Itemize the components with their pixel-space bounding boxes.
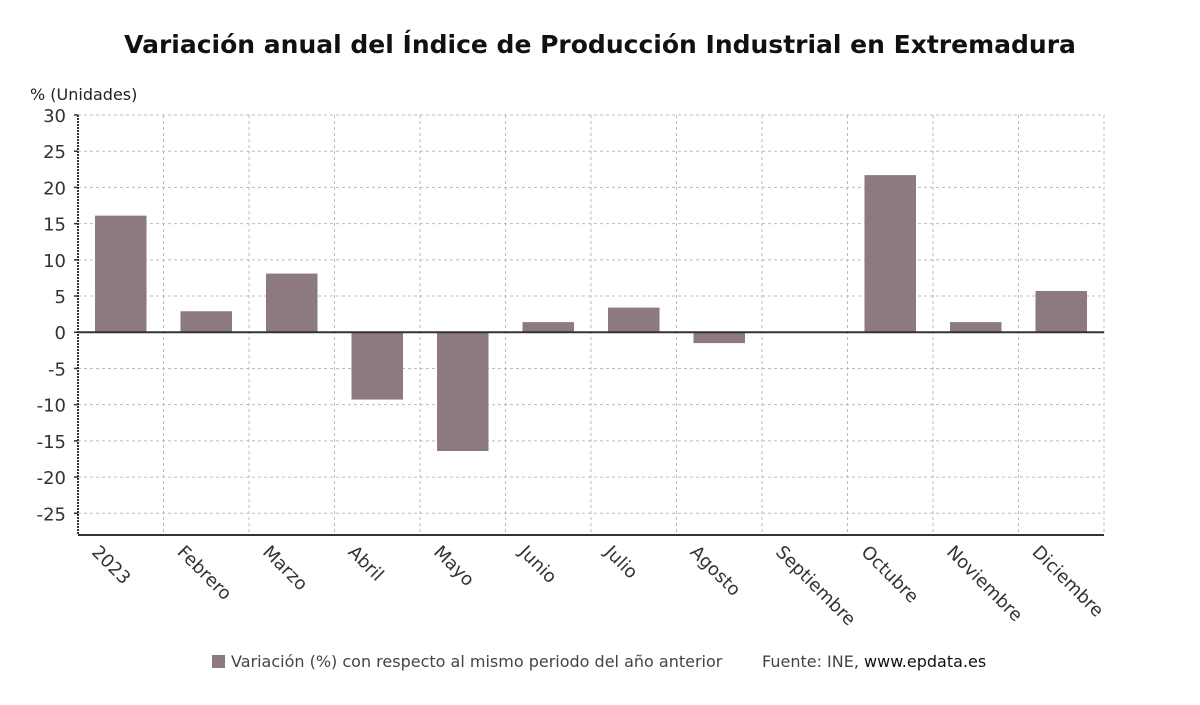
x-tick-label: 2023: [87, 542, 134, 589]
bar: [437, 332, 489, 451]
y-axis-label: % (Unidades): [30, 85, 138, 104]
bar: [608, 307, 660, 333]
x-tick-label: Junio: [514, 541, 561, 588]
x-tick-label: Agosto: [686, 542, 745, 601]
y-tick-label: 0: [55, 323, 66, 344]
bar: [1035, 290, 1087, 333]
bar: [180, 311, 232, 333]
y-tick-label: 25: [43, 142, 66, 163]
bar: [522, 322, 574, 333]
bar: [693, 332, 745, 344]
legend: Variación (%) con respecto al mismo peri…: [212, 652, 722, 671]
x-tick-label: Marzo: [258, 542, 311, 595]
x-tick-label: Noviembre: [942, 542, 1026, 626]
x-tick-label: Octubre: [857, 542, 923, 608]
source-site: www.epdata.es: [864, 652, 987, 671]
bar-chart: 30 25 20 15 10 5 0 -5 -10 -15 -20 -25 2023 Febrero Mar…: [37, 106, 1108, 630]
y-tick-label: 5: [55, 287, 66, 308]
y-tick-label: 15: [43, 215, 66, 236]
y-tick-label: -5: [48, 359, 66, 380]
y-tick-label: -10: [37, 396, 66, 417]
legend-label: Variación (%) con respecto al mismo peri…: [231, 652, 723, 671]
x-tick-label: Febrero: [173, 542, 236, 605]
y-tick-label: 20: [43, 178, 66, 199]
bar: [266, 273, 318, 333]
source-prefix: Fuente: INE,: [762, 652, 865, 671]
x-tick-label: Abril: [344, 542, 388, 586]
x-tick-label: Mayo: [429, 542, 478, 591]
bar: [950, 322, 1002, 333]
legend-swatch: [212, 655, 225, 668]
y-tick-label: 10: [43, 251, 66, 272]
y-tick-label: 30: [43, 106, 66, 127]
source-note: Fuente: INE, www.epdata.es: [762, 652, 986, 671]
chart-title: Variación anual del Índice de Producción…: [124, 30, 1076, 59]
bar: [864, 175, 916, 333]
bar: [351, 332, 403, 400]
y-tick-label: -20: [37, 468, 66, 489]
x-tick-label: Diciembre: [1028, 542, 1108, 622]
x-tick-label: Julio: [600, 541, 642, 583]
x-tick-label: Septiembre: [771, 542, 859, 630]
y-tick-label: -25: [37, 504, 66, 525]
bar: [95, 215, 147, 333]
y-tick-label: -15: [37, 432, 66, 453]
